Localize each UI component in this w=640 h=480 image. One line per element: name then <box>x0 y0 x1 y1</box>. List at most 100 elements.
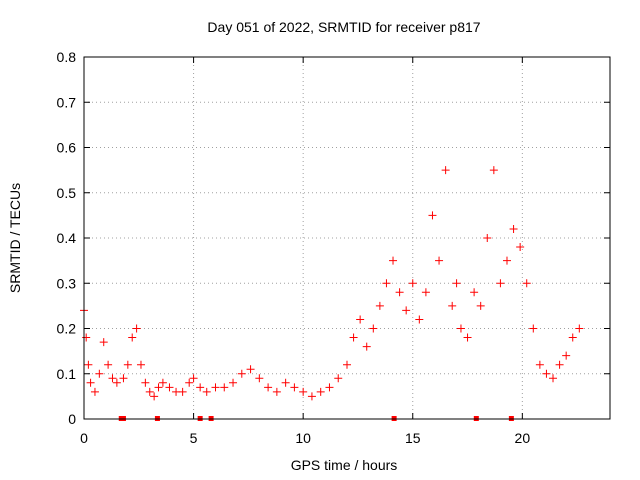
y-tick-label: 0.4 <box>57 230 77 246</box>
data-point <box>489 166 498 175</box>
data-point <box>90 387 99 396</box>
data-point <box>349 333 358 342</box>
y-tick-label: 0.6 <box>57 140 77 156</box>
data-point <box>99 338 108 347</box>
data-point <box>395 288 404 297</box>
data-point <box>476 301 485 310</box>
data-point <box>307 392 316 401</box>
data-point <box>496 279 505 288</box>
data-point <box>196 383 205 392</box>
data-point <box>272 387 281 396</box>
data-point <box>452 279 461 288</box>
chart-title: Day 051 of 2022, SRMTID for receiver p81… <box>207 19 480 35</box>
data-point <box>281 378 290 387</box>
data-point <box>522 279 531 288</box>
data-point <box>428 211 437 220</box>
data-point <box>509 224 518 233</box>
data-point <box>456 324 465 333</box>
axis-ticks <box>83 56 610 420</box>
data-point <box>202 387 211 396</box>
data-point <box>123 360 132 369</box>
data-point <box>136 360 145 369</box>
data-point <box>141 378 150 387</box>
data-point <box>246 365 255 374</box>
data-point <box>158 378 167 387</box>
data-point <box>316 387 325 396</box>
data-point <box>165 383 174 392</box>
data-point <box>220 383 229 392</box>
y-tick-label: 0.7 <box>57 94 77 110</box>
data-point <box>529 324 538 333</box>
data-point <box>86 378 95 387</box>
y-axis-label: SRMTID / TECUs <box>7 183 23 293</box>
data-point <box>555 360 564 369</box>
data-point <box>189 374 198 383</box>
data-point <box>516 243 525 252</box>
data-point <box>542 369 551 378</box>
grid-lines <box>84 57 610 419</box>
data-point <box>448 301 457 310</box>
data-point <box>264 383 273 392</box>
data-point <box>382 279 391 288</box>
data-point <box>104 360 113 369</box>
x-tick-label: 10 <box>295 430 311 446</box>
data-point <box>575 324 584 333</box>
data-point <box>150 392 159 401</box>
data-point <box>402 306 411 315</box>
data-point <box>369 324 378 333</box>
data-point <box>435 256 444 265</box>
data-point <box>343 360 351 369</box>
data-point <box>408 279 417 288</box>
data-point <box>185 378 194 387</box>
y-tick-label: 0.2 <box>57 321 77 337</box>
data-point <box>132 324 141 333</box>
data-point <box>356 315 365 324</box>
y-tick-label: 0.3 <box>57 275 77 291</box>
x-tick-label: 15 <box>405 430 421 446</box>
y-tick-label: 0.1 <box>57 366 77 382</box>
data-point <box>483 234 492 242</box>
data-point <box>299 387 308 396</box>
data-point <box>470 288 479 297</box>
y-tick-label: 0.5 <box>57 185 77 201</box>
x-axis-label: GPS time / hours <box>291 457 398 473</box>
data-point <box>84 360 93 369</box>
data-point <box>463 333 472 342</box>
x-tick-label: 5 <box>190 430 198 446</box>
data-point <box>95 369 104 378</box>
data-point <box>178 387 187 396</box>
data-point <box>562 351 571 360</box>
data-point <box>441 166 450 175</box>
y-tick-labels: 0 0.1 0.2 0.3 0.4 0.5 0.6 0.7 0.8 <box>57 49 77 427</box>
data-point <box>535 360 544 369</box>
data-point <box>119 374 128 383</box>
x-tick-label: 0 <box>80 430 88 446</box>
data-point <box>112 378 121 387</box>
data-point <box>154 383 163 392</box>
data-point <box>211 383 220 392</box>
data-point <box>237 369 246 378</box>
data-point <box>108 374 117 383</box>
x-tick-labels: 0 5 10 15 20 <box>80 430 530 446</box>
y-tick-label: 0.8 <box>57 49 77 65</box>
data-point <box>334 374 343 383</box>
data-point <box>229 378 238 387</box>
data-point <box>421 288 430 297</box>
data-point <box>415 315 424 324</box>
data-point <box>568 333 577 342</box>
data-point <box>389 256 398 265</box>
data-points <box>80 166 584 401</box>
data-point <box>502 256 511 265</box>
data-point <box>255 374 264 383</box>
data-point <box>145 387 154 396</box>
y-tick-label: 0 <box>68 411 76 427</box>
x-tick-label: 20 <box>515 430 531 446</box>
data-point <box>549 374 558 383</box>
data-point <box>362 342 371 351</box>
data-point <box>290 383 299 392</box>
data-point <box>375 301 384 310</box>
data-point <box>325 383 334 392</box>
data-point <box>128 333 137 342</box>
